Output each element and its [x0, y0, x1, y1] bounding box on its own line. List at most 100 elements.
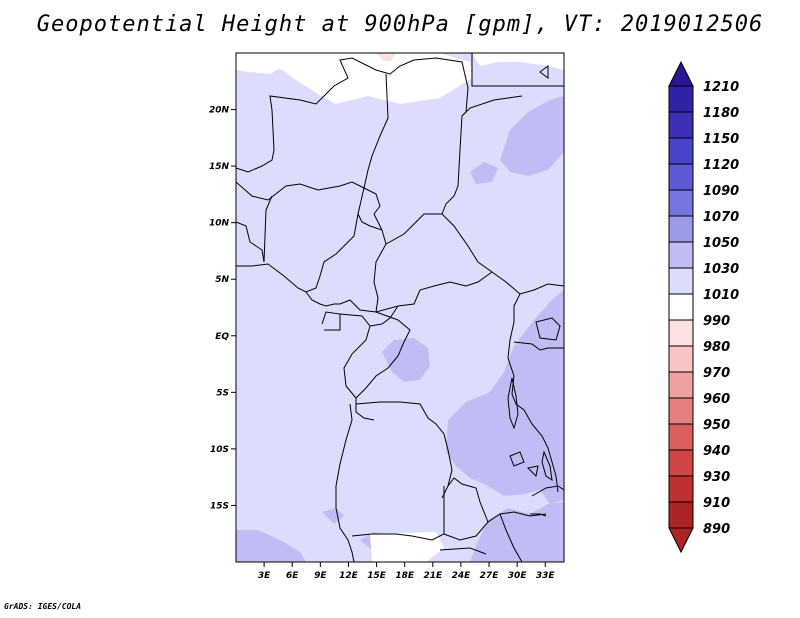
colorbar-box [668, 501, 694, 529]
lon-tick-label: 15E [367, 571, 387, 581]
lat-tick-label: EQ [215, 332, 229, 342]
colorbar-label: 980 [703, 340, 730, 355]
border-path [471, 53, 564, 87]
border-path [339, 313, 371, 399]
border-path [236, 212, 383, 293]
border-path [443, 511, 547, 541]
lat-tick-label: 15S [210, 501, 229, 511]
height-field [236, 53, 564, 562]
colorbar-label: 1090 [703, 184, 739, 199]
border-path [236, 57, 469, 215]
lon-tick-label: 30E [508, 571, 528, 581]
colorbar-label: 1150 [703, 132, 739, 147]
border-path [355, 401, 453, 499]
colorbar-label: 1050 [703, 236, 739, 251]
colorbar-box [668, 137, 694, 165]
lat-tick-label: 15N [209, 162, 230, 172]
colorbar-box [668, 397, 694, 425]
colorbar-label: 1070 [703, 210, 739, 225]
lake-outline [530, 513, 547, 517]
border-path [513, 341, 564, 351]
border-path [355, 398, 375, 421]
border-path [439, 547, 487, 555]
colorbar-arrow-bottom [668, 527, 694, 554]
colorbar: 1210 1180 1150 1120 1090 1070 1050 1030 1010 990 9… [668, 60, 739, 554]
colorbar-box [668, 111, 694, 139]
lat-tick-label: 5N [215, 275, 229, 285]
lon-tick-label: 33E [536, 571, 556, 581]
colorbar-arrow-top [668, 60, 694, 87]
border-path [355, 311, 411, 399]
lon-tick-label: 12E [339, 571, 359, 581]
colorbar-label: 1120 [703, 158, 739, 173]
field-patch-northwest-white [236, 53, 290, 74]
border-path [531, 485, 564, 497]
colorbar-box [668, 241, 694, 269]
lake-outline [539, 65, 549, 79]
colorbar-box [668, 293, 694, 321]
colorbar-label: 910 [703, 496, 730, 511]
lon-tick-label: 6E [286, 571, 299, 581]
field-patch-north-white [236, 53, 472, 104]
lon-tick-label: 18E [395, 571, 415, 581]
country-borders [236, 53, 564, 562]
lon-tick-label: 9E [314, 571, 327, 581]
field-patch-congo [382, 338, 430, 382]
lat-tick-label: 5S [216, 388, 229, 398]
border-path [369, 305, 399, 327]
field-patch-north-white-2 [472, 53, 564, 70]
colorbar-box [668, 85, 694, 113]
border-path [335, 403, 355, 562]
lake-outline [507, 377, 519, 430]
lake-outline [526, 465, 539, 478]
lat-axis: 20N 15N 10N 5N EQ 5S 10S 15S [209, 106, 236, 511]
border-path [499, 513, 523, 562]
colorbar-label: 950 [703, 418, 730, 433]
field-patch-southwest [236, 530, 306, 562]
field-patch-northeast [500, 96, 564, 176]
grads-credit: GrADS: IGES/COLA [4, 602, 82, 611]
border-path [461, 95, 523, 117]
map-frame [235, 52, 565, 563]
border-path [263, 195, 273, 263]
colorbar-box [668, 319, 694, 347]
chart-title: Geopotential Height at 900hPa [gpm], VT:… [36, 12, 764, 37]
colorbar-box [668, 163, 694, 191]
colorbar-box [668, 449, 694, 477]
colorbar-box [668, 267, 694, 295]
colorbar-label: 1010 [703, 288, 739, 303]
colorbar-box [668, 423, 694, 451]
border-path [236, 221, 265, 263]
colorbar-label: 890 [703, 522, 730, 537]
colorbar-label: 1180 [703, 106, 739, 121]
colorbar-label: 970 [703, 366, 730, 381]
field-patch-southeast [470, 502, 564, 562]
lat-tick-label: 20N [209, 106, 230, 116]
colorbar-label: 930 [703, 470, 730, 485]
lon-tick-label: 27E [480, 571, 500, 581]
colorbar-label: 990 [703, 314, 730, 329]
field-patch-northeast-2 [470, 162, 498, 184]
colorbar-label: 960 [703, 392, 730, 407]
border-path [447, 477, 489, 523]
lon-tick-label: 21E [423, 571, 443, 581]
border-path [507, 293, 559, 493]
colorbar-box [668, 215, 694, 243]
colorbar-box [668, 345, 694, 373]
colorbar-label: 1210 [703, 80, 739, 95]
lat-tick-label: 10S [210, 445, 229, 455]
field-patch-pink [376, 53, 396, 62]
lat-tick-label: 10N [209, 219, 230, 229]
lon-tick-label: 24E [452, 571, 472, 581]
field-patch-east [446, 290, 564, 504]
colorbar-box [668, 475, 694, 503]
lon-tick-label: 3E [258, 571, 271, 581]
border-path [373, 243, 387, 313]
lake-outline [541, 450, 553, 482]
field-patch-south-white [370, 532, 444, 562]
lake-outline [535, 317, 561, 341]
colorbar-box [668, 371, 694, 399]
colorbar-label: 1030 [703, 262, 739, 277]
colorbar-box [668, 189, 694, 217]
